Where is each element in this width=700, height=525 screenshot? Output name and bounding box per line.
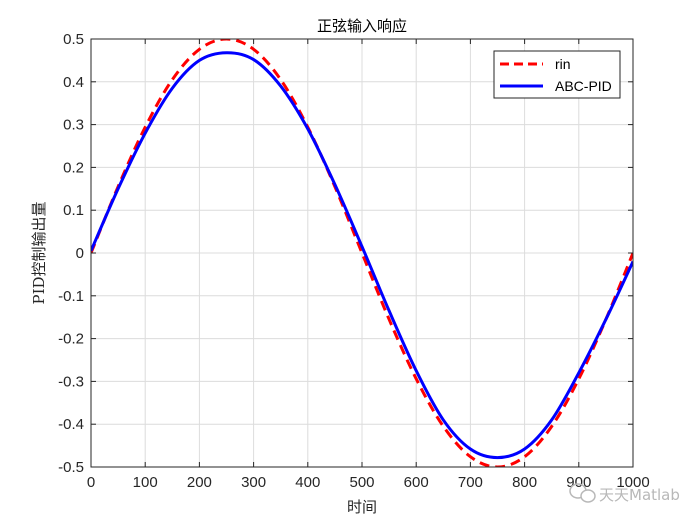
chart-title: 正弦输入响应 <box>317 17 407 35</box>
y-tick-label: 0.5 <box>63 31 84 48</box>
x-tick-labels: 0 100 200 300 400 500 600 700 800 900 1000 <box>87 474 650 491</box>
ticks <box>90 38 634 468</box>
x-tick-label: 1000 <box>616 474 649 491</box>
series-group <box>91 39 633 467</box>
x-tick-label: 500 <box>349 474 374 491</box>
y-tick-label: -0.1 <box>58 288 84 305</box>
x-axis-label: 时间 <box>347 498 377 516</box>
x-tick-label: 200 <box>187 474 212 491</box>
x-tick-label: 600 <box>404 474 429 491</box>
x-tick-label: 300 <box>241 474 266 491</box>
y-tick-label: 0.3 <box>63 117 84 134</box>
y-tick-label: 0.4 <box>63 74 84 91</box>
legend-box <box>493 50 621 99</box>
series-line-abc-pid <box>91 51 633 460</box>
legend-label-rin: rin <box>555 56 571 72</box>
y-tick-label: -0.3 <box>58 373 84 390</box>
y-tick-label: -0.5 <box>58 459 84 476</box>
watermark: 天天Matlab <box>569 483 680 504</box>
x-tick-label: 700 <box>458 474 483 491</box>
x-tick-label: 0 <box>87 474 95 491</box>
wechat-icon <box>569 483 596 503</box>
y-tick-label: 0.2 <box>63 159 84 176</box>
x-tick-label: 400 <box>295 474 320 491</box>
y-tick-label: 0 <box>76 245 84 262</box>
legend-label-abc-pid: ABC-PID <box>555 78 612 94</box>
y-axis-label: PID控制输出量 <box>30 201 48 304</box>
y-tick-label: -0.4 <box>58 416 84 433</box>
legend: rin ABC-PID <box>493 50 621 99</box>
y-tick-label: -0.2 <box>58 331 84 348</box>
x-tick-label: 800 <box>512 474 537 491</box>
series-line-rin <box>91 39 633 467</box>
watermark-text: 天天Matlab <box>599 486 680 504</box>
y-tick-labels: -0.5 -0.4 -0.3 -0.2 -0.1 0 0.1 0.2 0.3 0.4 0.5 <box>58 31 84 476</box>
y-tick-label: 0.1 <box>63 202 84 219</box>
x-tick-label: 100 <box>133 474 158 491</box>
